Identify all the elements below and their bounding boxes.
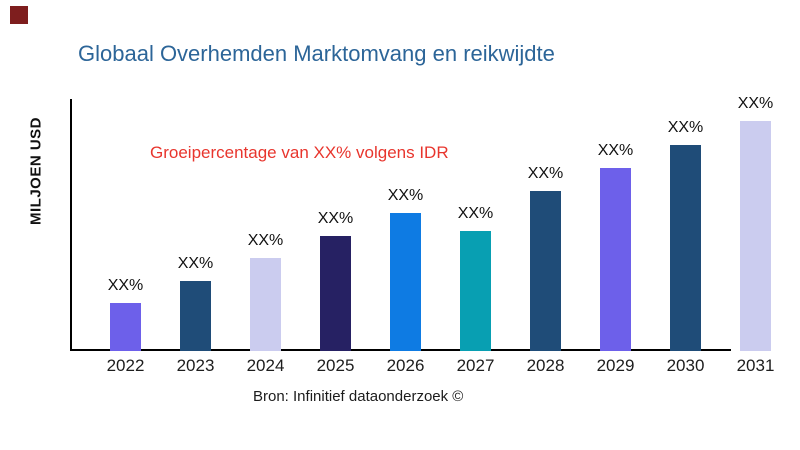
bar-2024: [250, 258, 281, 351]
bar-value-label-2022: XX%: [107, 277, 144, 294]
bar-2026: [390, 213, 421, 351]
bar-2030: [670, 145, 701, 351]
x-tick-2026: 2026: [386, 356, 425, 375]
brand-square: [10, 6, 28, 24]
bar-value-label-2029: XX%: [597, 142, 634, 159]
x-tick-2030: 2030: [666, 356, 705, 375]
bar-2029: [600, 168, 631, 351]
y-axis-label: MILJOEN USD: [27, 116, 45, 226]
bar-value-label-2027: XX%: [457, 205, 494, 222]
bar-value-label-2030: XX%: [667, 119, 704, 136]
source-caption: Bron: Infinitief dataonderzoek ©: [253, 388, 464, 405]
y-axis-line: [70, 99, 72, 351]
x-tick-2022: 2022: [106, 356, 145, 375]
chart-title: Globaal Overhemden Marktomvang en reikwi…: [78, 41, 555, 66]
bar-2022: [110, 303, 141, 351]
bar-2023: [180, 281, 211, 351]
growth-annotation: Groeipercentage van XX% volgens IDR: [150, 143, 449, 162]
x-tick-2029: 2029: [596, 356, 635, 375]
x-tick-2027: 2027: [456, 356, 495, 375]
bar-2028: [530, 191, 561, 351]
x-tick-2023: 2023: [176, 356, 215, 375]
x-tick-2031: 2031: [736, 356, 775, 375]
bar-2027: [460, 231, 491, 351]
bar-value-label-2025: XX%: [317, 210, 354, 227]
bar-2025: [320, 236, 351, 351]
x-tick-2028: 2028: [526, 356, 565, 375]
bar-value-label-2024: XX%: [247, 232, 284, 249]
x-tick-2024: 2024: [246, 356, 285, 375]
bar-2031: [740, 121, 771, 351]
bar-value-label-2026: XX%: [387, 187, 424, 204]
bar-value-label-2023: XX%: [177, 255, 214, 272]
bar-value-label-2031: XX%: [737, 95, 774, 112]
x-tick-2025: 2025: [316, 356, 355, 375]
bar-value-label-2028: XX%: [527, 165, 564, 182]
